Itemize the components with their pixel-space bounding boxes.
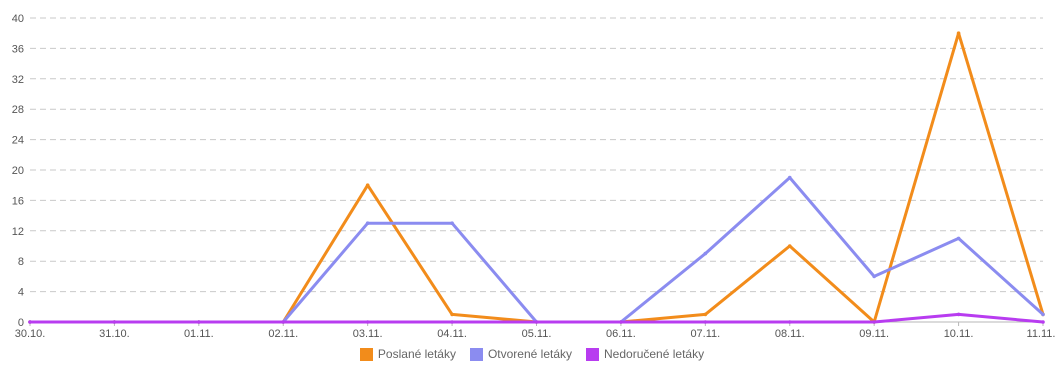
line-chart: 0 4 8 12 16 20 24 28 32 36 40 30.10. 31.10. 01.11. 02.… (12, 13, 1056, 340)
series-1-point-10 (787, 244, 792, 248)
x-tick-label: 11.11. (1027, 328, 1056, 340)
x-tick-label: 30.10. (15, 328, 46, 340)
series-2-point-5 (365, 221, 370, 225)
legend-label-2: Otvorené letáky (487, 347, 573, 361)
x-tick-label: 31.10. (99, 328, 130, 340)
series-1-point-6 (450, 312, 454, 317)
y-tick-label: 20 (12, 165, 24, 177)
series-2-point-11 (872, 274, 876, 279)
legend-item-3: Nedoručené letáky (586, 347, 704, 361)
series-2-point-13 (1041, 312, 1045, 317)
legend-item-1: Poslané letáky (359, 347, 456, 361)
y-tick-label: 24 (12, 135, 24, 147)
x-tick-label: 06.11. (606, 328, 636, 340)
y-tick-label: 28 (12, 104, 24, 116)
series-3-point-5 (365, 320, 370, 324)
series-3-point-4 (281, 320, 286, 324)
y-tick-label: 40 (12, 13, 24, 25)
x-tick-label: 03.11. (353, 328, 383, 340)
series-3-point-2 (112, 320, 117, 324)
y-tick-label: 32 (12, 74, 24, 86)
x-tick-label: 09.11. (859, 328, 889, 340)
series-2-point-9 (703, 251, 708, 256)
series-3-point-1 (28, 320, 32, 324)
grid-lines (30, 17, 1043, 293)
series-3-point-7 (534, 320, 539, 324)
series-line-2 (28, 176, 1045, 324)
legend-swatch-2 (469, 347, 483, 361)
series-3-point-10 (787, 320, 792, 324)
series-3-point-13 (1041, 320, 1045, 324)
series-3-point-12 (956, 312, 961, 317)
y-tick-label: 36 (12, 43, 24, 55)
tick-labels: 0 4 8 12 16 20 24 28 32 36 40 30.10. 31.10. 01.11. 02.… (12, 13, 1056, 340)
x-tick-label: 02.11. (268, 328, 298, 340)
series-3-point-3 (197, 320, 201, 324)
y-tick-label: 8 (18, 256, 24, 268)
series-3-point-9 (703, 320, 708, 324)
legend-label-3: Nedoručené letáky (604, 347, 705, 361)
x-tick-label: 08.11. (775, 328, 805, 340)
series-1-point-9 (703, 312, 708, 317)
series-2-point-12 (956, 236, 961, 241)
x-tick-label: 07.11. (690, 328, 720, 340)
series-line-1 (28, 31, 1045, 324)
series-2-point-10 (787, 175, 792, 180)
y-tick-label: 12 (12, 226, 24, 238)
legend-swatch-3 (586, 347, 600, 361)
y-tick-label: 16 (12, 195, 24, 207)
x-tick-label: 01.11. (184, 328, 214, 340)
y-tick-label: 0 (18, 317, 24, 329)
legend-label-1: Poslané letáky (377, 347, 456, 361)
legend-swatch-1 (359, 347, 373, 361)
series-lines (28, 31, 1045, 324)
series-2-point-6 (450, 221, 454, 225)
y-tick-label: 4 (18, 287, 24, 299)
x-tick-label: 04.11. (437, 328, 467, 340)
series-3-point-6 (450, 320, 454, 324)
series-1-point-12 (956, 31, 961, 35)
series-1-point-5 (365, 183, 370, 187)
x-tick-label: 10.11. (944, 328, 974, 340)
x-tick-label: 05.11. (522, 328, 552, 340)
series-3-point-11 (872, 320, 876, 324)
series-3-point-8 (619, 320, 623, 324)
chart-legend: Poslané letáky Otvorené letáky Nedoručené … (0, 344, 1064, 364)
legend-item-2: Otvorené letáky (469, 347, 573, 361)
